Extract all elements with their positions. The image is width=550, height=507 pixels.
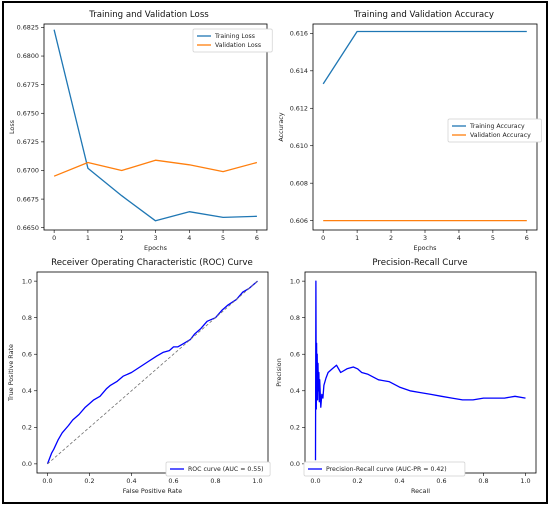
legend-label: ROC curve (AUC = 0.55) bbox=[188, 466, 264, 473]
precision-recall-chart: Precision-Recall Curve 0.0 0.2 0.4 0.6 0.8 1.… bbox=[275, 258, 537, 495]
y-tick-label: 0.4 bbox=[290, 387, 300, 395]
loss-chart: Training and Validation Loss 0 1 2 3 4 5 6 0.66… bbox=[8, 10, 273, 252]
legend: Training Loss Validation Loss bbox=[192, 28, 273, 53]
x-tick-label: 4 bbox=[457, 234, 461, 242]
y-tick-label: 0.6775 bbox=[17, 81, 39, 89]
axes-frame bbox=[43, 23, 268, 231]
chart-title: Receiver Operating Characteristic (ROC) … bbox=[51, 258, 253, 268]
x-tick-label: 3 bbox=[153, 234, 157, 242]
x-tick-label: 5 bbox=[221, 234, 225, 242]
y-axis-label: True Positive Rate bbox=[7, 344, 15, 402]
x-tick-label: 1 bbox=[355, 234, 359, 242]
y-axis-label: Precision bbox=[275, 358, 283, 387]
x-tick-label: 4 bbox=[187, 234, 191, 242]
x-axis-label: Recall bbox=[411, 487, 430, 495]
y-tick-label: 0.6825 bbox=[17, 24, 39, 32]
x-tick-label: 0.2 bbox=[352, 477, 362, 485]
x-tick-label: 6 bbox=[255, 234, 259, 242]
x-tick-label: 1.0 bbox=[252, 477, 262, 485]
y-tick-label: 0.610 bbox=[290, 142, 308, 150]
y-tick-label: 0.614 bbox=[290, 67, 308, 75]
chart-title: Precision-Recall Curve bbox=[372, 258, 467, 268]
y-tick-label: 0.0 bbox=[290, 460, 300, 468]
x-tick-label: 0.0 bbox=[310, 477, 320, 485]
series-line bbox=[314, 280, 526, 461]
x-tick-label: 6 bbox=[525, 234, 529, 242]
y-tick-label: 0.606 bbox=[290, 217, 308, 225]
x-tick-label: 1 bbox=[86, 234, 90, 242]
y-tick-label: 0.616 bbox=[290, 30, 308, 38]
series-line bbox=[53, 29, 257, 222]
series-line bbox=[53, 159, 258, 177]
legend-frame bbox=[303, 461, 466, 477]
legend: Precision-Recall curve (AUC-PR = 0.42) bbox=[303, 461, 466, 477]
y-tick-label: 0.6 bbox=[22, 350, 32, 358]
y-tick-label: 0.6675 bbox=[17, 195, 39, 203]
x-tick-label: 0.6 bbox=[436, 477, 446, 485]
y-tick-label: 1.0 bbox=[22, 277, 32, 285]
x-axis-label: Epochs bbox=[414, 244, 438, 252]
legend-frame bbox=[192, 28, 273, 53]
legend: ROC curve (AUC = 0.55) bbox=[165, 461, 271, 477]
legend-label: Validation Loss bbox=[215, 42, 261, 49]
x-tick-label: 0 bbox=[321, 234, 325, 242]
x-tick-label: 2 bbox=[389, 234, 393, 242]
plot-area bbox=[44, 24, 267, 230]
y-tick-label: 0.0 bbox=[22, 460, 32, 468]
chart-title: Training and Validation Accuracy bbox=[353, 10, 494, 20]
legend-label: Validation Accuracy bbox=[470, 132, 531, 139]
legend-label: Training Accuracy bbox=[469, 123, 525, 130]
x-tick-label: 0.4 bbox=[394, 477, 404, 485]
legend-frame bbox=[165, 461, 271, 477]
y-tick-label: 0.6700 bbox=[17, 167, 39, 175]
y-tick-label: 0.612 bbox=[290, 104, 308, 112]
chart-title: Training and Validation Loss bbox=[88, 10, 209, 20]
x-axis-label: Epochs bbox=[144, 244, 168, 252]
legend-label: Precision-Recall curve (AUC-PR = 0.42) bbox=[326, 466, 447, 473]
y-tick-label: 0.2 bbox=[290, 424, 300, 432]
x-tick-label: 0.0 bbox=[42, 477, 52, 485]
legend: Training Accuracy Validation Accuracy bbox=[447, 118, 542, 143]
y-tick-label: 0.8 bbox=[22, 314, 32, 322]
x-tick-label: 1.0 bbox=[520, 477, 530, 485]
x-tick-label: 0.4 bbox=[126, 477, 136, 485]
y-tick-label: 0.6725 bbox=[17, 138, 39, 146]
x-tick-label: 0.6 bbox=[168, 477, 178, 485]
y-tick-label: 0.6800 bbox=[17, 52, 39, 60]
series-line bbox=[46, 280, 258, 465]
y-axis-label: Accuracy bbox=[277, 112, 285, 141]
x-axis-label: False Positive Rate bbox=[123, 487, 182, 495]
y-tick-label: 0.608 bbox=[290, 179, 308, 187]
axes-frame bbox=[36, 271, 269, 474]
y-tick-label: 0.6650 bbox=[17, 224, 39, 232]
x-tick-label: 0.8 bbox=[210, 477, 220, 485]
y-tick-label: 0.8 bbox=[290, 314, 300, 322]
x-tick-label: 3 bbox=[423, 234, 427, 242]
x-tick-label: 0.8 bbox=[478, 477, 488, 485]
diagonal-reference-line bbox=[47, 280, 258, 465]
y-axis-label: Loss bbox=[8, 119, 16, 134]
y-tick-label: 0.4 bbox=[22, 387, 32, 395]
x-tick-label: 5 bbox=[491, 234, 495, 242]
legend-frame bbox=[447, 118, 542, 143]
x-tick-label: 0 bbox=[52, 234, 56, 242]
y-tick-label: 1.0 bbox=[290, 277, 300, 285]
y-tick-label: 0.6 bbox=[290, 350, 300, 358]
x-tick-label: 0.2 bbox=[84, 477, 94, 485]
plot-area bbox=[305, 272, 536, 473]
accuracy-chart: Training and Validation Accuracy 0 1 2 3 4 5 6… bbox=[277, 10, 542, 252]
y-tick-label: 0.2 bbox=[22, 424, 32, 432]
x-tick-label: 2 bbox=[120, 234, 124, 242]
y-tick-label: 0.6750 bbox=[17, 109, 39, 117]
series-line bbox=[322, 30, 527, 85]
legend-label: Training Loss bbox=[214, 33, 255, 40]
roc-chart: Receiver Operating Characteristic (ROC) … bbox=[7, 258, 271, 495]
